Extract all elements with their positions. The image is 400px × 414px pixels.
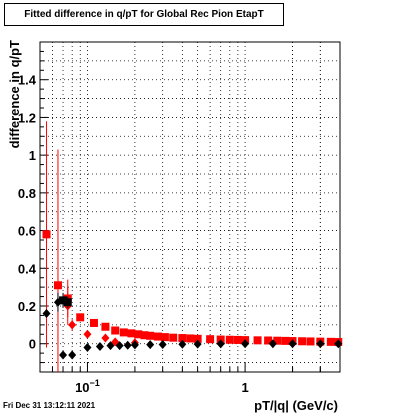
diamond-marker	[83, 329, 92, 339]
square-marker	[298, 337, 307, 346]
diamond-marker	[334, 339, 343, 349]
square-marker	[153, 332, 162, 341]
square-marker	[160, 333, 169, 342]
x-tick-label: 1	[241, 380, 248, 395]
diamond-marker	[101, 333, 110, 343]
square-marker	[42, 230, 51, 239]
y-tick-label: 1.2	[18, 110, 36, 125]
square-marker	[63, 298, 72, 307]
chart-title: Fitted difference in q/pT for Global Rec…	[24, 9, 264, 20]
diamond-marker	[42, 309, 51, 319]
square-marker	[89, 318, 98, 327]
plot-frame	[39, 41, 341, 373]
axes	[39, 41, 341, 373]
diamond-marker	[288, 339, 297, 349]
y-tick-label: 0.8	[18, 186, 36, 201]
diamond-marker	[59, 350, 68, 360]
data-points	[42, 121, 343, 372]
y-tick-label: 1	[29, 148, 36, 163]
diamond-marker	[216, 339, 225, 349]
y-tick-label: 0.6	[18, 224, 36, 239]
square-marker	[178, 334, 187, 343]
square-marker	[225, 335, 234, 344]
diamond-marker	[158, 339, 167, 349]
square-marker	[140, 331, 149, 340]
diamond-marker	[193, 339, 202, 349]
diamond-marker	[115, 341, 124, 351]
square-marker	[233, 335, 242, 344]
x-axis-label: pT/|q| (GeV/c)	[254, 398, 338, 413]
y-tick-label: 1.4	[18, 73, 37, 88]
square-marker	[193, 334, 202, 343]
tick-marks	[39, 41, 341, 373]
square-marker	[119, 328, 128, 337]
diamond-marker	[130, 340, 139, 350]
square-marker	[127, 329, 136, 338]
square-marker	[281, 336, 290, 345]
diamond-marker	[123, 340, 132, 350]
square-marker	[101, 322, 110, 331]
diamond-marker	[268, 339, 277, 349]
grid	[39, 41, 341, 372]
square-marker	[186, 334, 195, 343]
square-marker	[206, 335, 215, 344]
square-marker	[59, 296, 68, 305]
diamond-marker	[241, 339, 250, 349]
y-tick-label: 0.2	[18, 299, 36, 314]
diamond-marker	[146, 340, 155, 350]
square-marker	[111, 326, 120, 335]
chart-title-box: Fitted difference in q/pT for Global Rec…	[4, 3, 284, 26]
square-marker	[326, 337, 335, 346]
diamond-marker	[68, 350, 77, 360]
square-marker	[264, 336, 273, 345]
y-tick-label: 0.4	[18, 261, 37, 276]
timestamp: Fri Dec 31 13:12:11 2021	[3, 401, 96, 410]
diamond-marker	[83, 342, 92, 352]
square-marker	[273, 336, 282, 345]
square-marker	[306, 337, 315, 346]
diamond-marker	[316, 339, 325, 349]
square-marker	[76, 313, 85, 322]
square-marker	[253, 336, 262, 345]
y-tick-label: 0	[29, 337, 36, 352]
square-marker	[53, 281, 62, 290]
x-tick-label: 10−1	[75, 378, 100, 395]
diamond-marker	[106, 341, 115, 351]
y-axis-label: difference in q/pT	[7, 40, 22, 148]
diamond-marker	[68, 320, 77, 330]
diamond-marker	[178, 339, 187, 349]
diamond-marker	[95, 342, 104, 352]
square-marker	[146, 331, 155, 340]
square-marker	[134, 330, 143, 339]
square-marker	[169, 333, 178, 342]
tick-labels: 0 0.2 0.4 0.6 0.8 1 1.2 1.4 10−1 1	[18, 73, 249, 395]
